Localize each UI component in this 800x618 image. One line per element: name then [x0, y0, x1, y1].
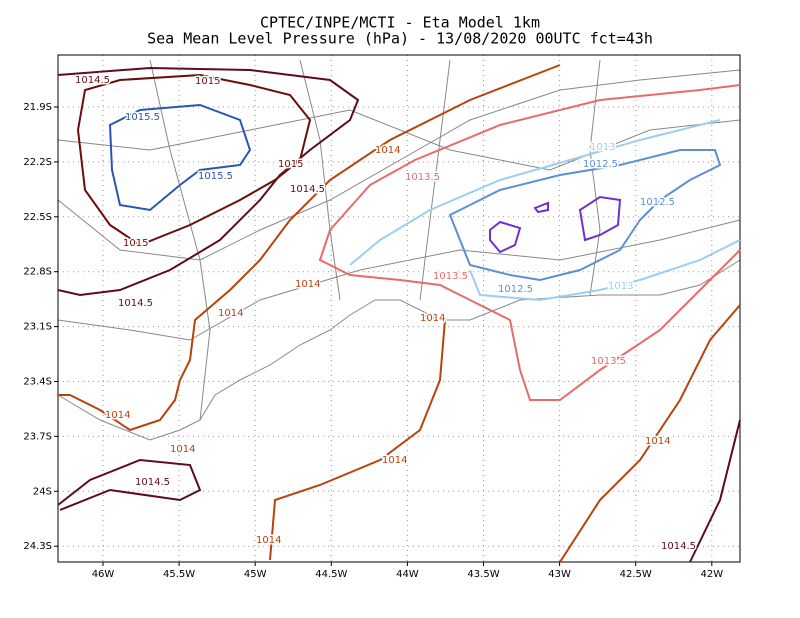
- contour: [108, 103, 252, 212]
- contour: [559, 304, 741, 563]
- contour: [318, 84, 741, 401]
- contour-label: 1014: [105, 410, 130, 421]
- lon-tick-label: 42W: [700, 569, 723, 580]
- plot-frame: [57, 54, 741, 563]
- lon-tick-label: 44.5W: [315, 569, 347, 580]
- contour: [57, 458, 202, 511]
- contour-label: 1013.5: [405, 172, 440, 183]
- contour-label: 1013: [590, 142, 615, 153]
- contour-label: 1012.5: [640, 197, 675, 208]
- lat-tick-label: 23.1S: [23, 322, 52, 333]
- contour-label: 1015: [123, 238, 148, 249]
- contour: [76, 73, 312, 247]
- contour: [578, 195, 622, 242]
- lat-tick-label: 22.2S: [23, 157, 52, 168]
- contour: [489, 220, 522, 254]
- contour-label: 1014.5: [290, 184, 325, 195]
- contour: [58, 64, 561, 432]
- lat-tick-label: 22.8S: [23, 267, 52, 278]
- title: CPTEC/INPE/MCTI - Eta Model 1km: [260, 14, 540, 32]
- lat-tick-label: 23.7S: [23, 431, 52, 442]
- contour-label: 1014: [295, 279, 320, 290]
- contour-label: 1014: [218, 308, 243, 319]
- lat-tick-label: 24S: [33, 486, 52, 497]
- contour-label: 1013: [608, 281, 633, 292]
- contour-label: 1014: [170, 444, 195, 455]
- contour-label: 1015: [278, 159, 303, 170]
- lat-tick-label: 24.3S: [23, 541, 52, 552]
- contour-label: 1015.5: [198, 171, 233, 182]
- lon-tick-label: 45.5W: [163, 569, 195, 580]
- contour-label: 1015.5: [125, 112, 160, 123]
- contour: [349, 119, 721, 266]
- contour-label: 1014.5: [661, 541, 696, 552]
- lon-tick-label: 46W: [92, 569, 115, 580]
- contour-label: 1012.5: [498, 284, 533, 295]
- contour-label: 1013.5: [591, 356, 626, 367]
- contour-label: 1013.5: [433, 271, 468, 282]
- contour-label: 1014: [382, 455, 407, 466]
- subtitle: Sea Mean Level Pressure (hPa) - 13/08/20…: [147, 30, 653, 48]
- contour-label: 1015: [195, 76, 220, 87]
- contour-label: 1014: [375, 145, 400, 156]
- contour: [533, 201, 549, 214]
- contour-label: 1014.5: [75, 75, 110, 86]
- contour-label: 1014: [420, 313, 445, 324]
- lon-tick-label: 43W: [548, 569, 571, 580]
- contour: [689, 419, 741, 563]
- lat-tick-label: 21.9S: [23, 102, 52, 113]
- lat-tick-label: 22.5S: [23, 212, 52, 223]
- contour: [57, 66, 360, 297]
- lon-tick-label: 45W: [244, 569, 267, 580]
- contour-label: 1012.5: [583, 159, 618, 170]
- contour: [269, 314, 447, 561]
- contour-label: 1014.5: [135, 477, 170, 488]
- lon-tick-label: 44W: [396, 569, 419, 580]
- contour-label: 1014: [256, 535, 281, 546]
- contour: [469, 239, 741, 302]
- lon-tick-label: 42.5W: [620, 569, 652, 580]
- lon-tick-label: 43.5W: [467, 569, 499, 580]
- contours: [57, 64, 741, 563]
- contour-label: 1014.5: [118, 298, 153, 309]
- contour: [448, 149, 722, 282]
- contour-labels: 1014.5 1015 1015.5 1015.5 1015 1014.5 10…: [74, 74, 698, 554]
- contour-label: 1014: [645, 436, 670, 447]
- lat-tick-label: 23.4S: [23, 377, 52, 388]
- grid: [58, 55, 740, 562]
- borders: [57, 59, 741, 441]
